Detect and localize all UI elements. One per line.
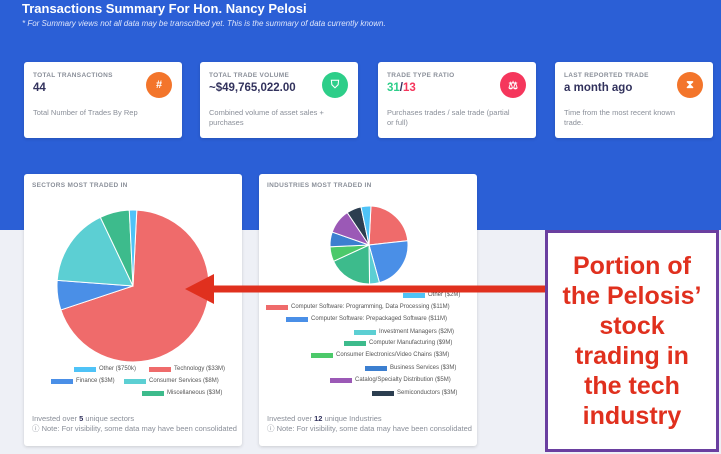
pie-slice[interactable] <box>368 205 409 246</box>
stat-label: TOTAL TRANSACTIONS <box>33 72 113 79</box>
chart-title: INDUSTRIES MOST TRADED IN <box>267 182 372 189</box>
legend-swatch <box>124 378 146 384</box>
sectors-chart-card: SECTORS MOST TRADED IN Other ($750k) Tech… <box>24 174 242 446</box>
annotation-text: Portion of the Pelosis’ stock trading in… <box>562 252 702 430</box>
legend-item[interactable]: Computer Software: Prepackaged Software … <box>286 316 447 322</box>
legend-swatch <box>403 292 425 298</box>
pie-slice[interactable] <box>56 216 134 287</box>
legend-item[interactable]: Computer Manufacturing ($9M) <box>344 340 452 346</box>
legend-item[interactable]: Finance ($3M) <box>51 378 115 384</box>
last-reported-trade-card: LAST REPORTED TRADE a month ago Time fro… <box>555 62 713 138</box>
legend-label: Business Services ($3M) <box>390 365 457 371</box>
industry-count: 12 <box>314 414 323 423</box>
pie-slice[interactable] <box>368 240 409 284</box>
legend-item[interactable]: Technology ($33M) <box>149 366 225 372</box>
industries-pie-chart <box>329 205 409 285</box>
legend-label: Other ($750k) <box>99 366 137 372</box>
legend-item[interactable]: Business Services ($3M) <box>365 365 456 371</box>
legend-label: Consumer Services ($8M) <box>149 378 219 384</box>
funnel-icon: ⛉ <box>322 72 348 98</box>
stat-description: Purchases trades / sale trade (partial o… <box>387 108 510 127</box>
legend-swatch <box>372 390 394 396</box>
legend-label: Investment Managers ($2M) <box>379 329 455 335</box>
sale-count: 13 <box>403 82 416 94</box>
note-text: Note: For visibility, some data may have… <box>41 424 237 433</box>
legend-swatch <box>266 304 288 310</box>
legend-label: Computer Software: Programming, Data Pro… <box>291 304 450 310</box>
summary-suffix: unique sectors <box>85 414 135 423</box>
industries-summary: Invested over 12 unique Industries <box>267 414 382 424</box>
legend-item[interactable]: Catalog/Specialty Distribution ($5M) <box>330 377 451 383</box>
stat-value: 31/13 <box>387 82 416 94</box>
legend-swatch <box>142 390 164 396</box>
sector-count: 5 <box>79 414 84 423</box>
visibility-note: ⓘ Note: For visibility, some data may ha… <box>267 424 472 434</box>
stat-label: TRADE TYPE RATIO <box>387 72 455 79</box>
scale-icon: ⚖ <box>500 72 526 98</box>
summary-prefix: Invested over <box>267 414 313 423</box>
stat-value: ~$49,765,022.00 <box>209 82 296 94</box>
pie-slice[interactable] <box>360 205 372 246</box>
stat-description: Total Number of Trades By Rep <box>33 108 138 117</box>
ratio-separator: / <box>399 82 403 94</box>
legend-label: Computer Software: Prepackaged Software … <box>311 316 447 322</box>
info-icon: ⓘ <box>32 424 40 433</box>
note-text: Note: For visibility, some data may have… <box>276 424 472 433</box>
trade-type-ratio-card: TRADE TYPE RATIO 31/13 Purchases trades … <box>378 62 536 138</box>
legend-item[interactable]: Consumer Services ($8M) <box>124 378 219 384</box>
legend-swatch <box>51 378 73 384</box>
page-subtitle: * For Summary views not all data may be … <box>22 19 386 28</box>
sectors-pie-chart <box>56 209 210 363</box>
legend-item[interactable]: Other ($750k) <box>74 366 136 372</box>
hash-icon: # <box>146 72 172 98</box>
stat-label: TOTAL TRADE VOLUME <box>209 72 290 79</box>
legend-swatch <box>149 366 171 372</box>
legend-label: Technology ($33M) <box>174 366 226 372</box>
legend-item[interactable]: Miscellaneous ($3M) <box>142 390 222 396</box>
legend-swatch <box>365 365 387 371</box>
legend-label: Consumer Electronics/Video Chains ($3M) <box>336 352 450 358</box>
legend-swatch <box>311 352 333 358</box>
legend-label: Other ($2M) <box>428 292 461 298</box>
page-title: Transactions Summary For Hon. Nancy Pelo… <box>22 1 307 16</box>
stat-value: 44 <box>33 82 46 94</box>
legend-item[interactable]: Investment Managers ($2M) <box>354 329 454 335</box>
industries-chart-card: INDUSTRIES MOST TRADED IN Other ($2M) Com… <box>259 174 477 446</box>
pie-slice[interactable] <box>60 209 210 363</box>
summary-prefix: Invested over <box>32 414 78 423</box>
legend-label: Finance ($3M) <box>76 378 115 384</box>
hourglass-icon: ⧗ <box>677 72 703 98</box>
sectors-summary: Invested over 5 unique sectors <box>32 414 134 424</box>
stat-description: Time from the most recent known trade. <box>564 108 676 127</box>
stat-label: LAST REPORTED TRADE <box>564 72 649 79</box>
pie-slice[interactable] <box>128 209 138 287</box>
legend-swatch <box>330 377 352 383</box>
total-transactions-card: TOTAL TRANSACTIONS 44 Total Number of Tr… <box>24 62 182 138</box>
pie-slice[interactable] <box>332 244 371 285</box>
legend-swatch <box>354 329 376 335</box>
stat-value: a month ago <box>564 82 633 94</box>
legend-label: Miscellaneous ($3M) <box>167 390 223 396</box>
legend-swatch <box>286 316 308 322</box>
legend-label: Semiconductors ($3M) <box>397 390 458 396</box>
purchase-count: 31 <box>387 82 400 94</box>
legend-item[interactable]: Computer Software: Programming, Data Pro… <box>266 304 450 310</box>
legend-swatch <box>344 340 366 346</box>
legend-swatch <box>74 366 96 372</box>
stat-description: Combined volume of asset sales + purchas… <box>209 108 324 127</box>
total-trade-volume-card: TOTAL TRADE VOLUME ~$49,765,022.00 Combi… <box>200 62 358 138</box>
summary-suffix: unique Industries <box>324 414 382 423</box>
info-icon: ⓘ <box>267 424 275 433</box>
legend-label: Computer Manufacturing ($9M) <box>369 340 453 346</box>
chart-title: SECTORS MOST TRADED IN <box>32 182 128 189</box>
legend-item[interactable]: Consumer Electronics/Video Chains ($3M) <box>311 352 449 358</box>
annotation-box: Portion of the Pelosis’ stock trading in… <box>545 230 719 452</box>
legend-label: Catalog/Specialty Distribution ($5M) <box>355 377 451 383</box>
legend-item[interactable]: Other ($2M) <box>403 292 460 298</box>
visibility-note: ⓘ Note: For visibility, some data may ha… <box>32 424 237 434</box>
legend-item[interactable]: Semiconductors ($3M) <box>372 390 457 396</box>
